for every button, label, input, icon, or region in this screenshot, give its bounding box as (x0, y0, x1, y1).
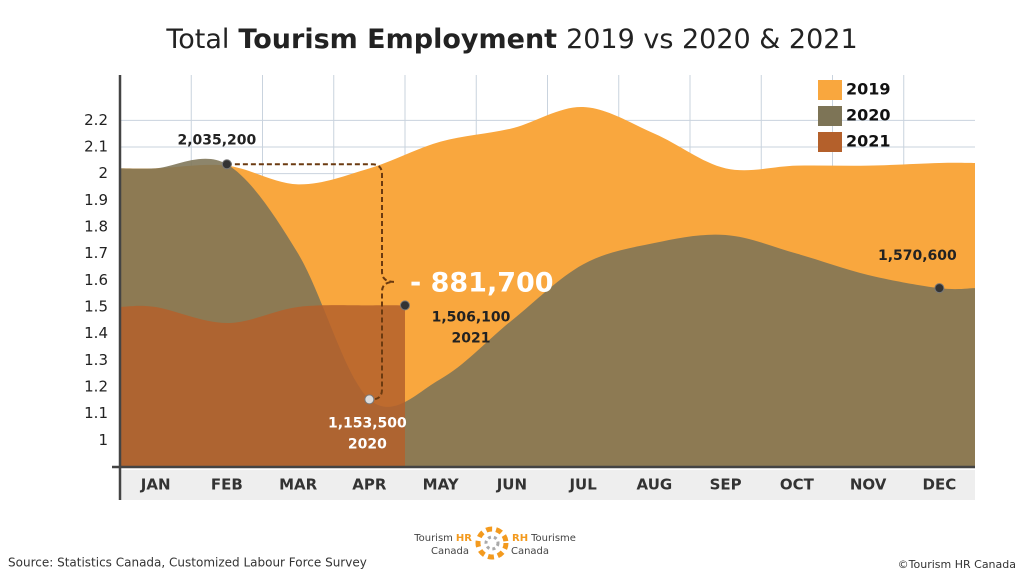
y-tick-label: 1.4 (84, 324, 108, 342)
x-tick-label: JUL (568, 476, 597, 494)
annotation: - 881,700 (410, 267, 554, 298)
y-tick-label: 1.8 (84, 218, 108, 236)
x-tick-label: FEB (211, 476, 243, 494)
y-tick-label: 1.7 (84, 244, 108, 262)
logo: Tourism HR Canada RH Tourisme Canada (413, 526, 576, 560)
data-label: 1,506,100 (432, 309, 511, 325)
chart-title: Total Tourism Employment 2019 vs 2020 & 20… (165, 24, 857, 55)
data-label-series: 2020 (348, 436, 387, 452)
x-tick-label: SEP (710, 476, 742, 494)
data-label: 1,153,500 (328, 415, 407, 431)
data-label: 2,035,200 (177, 132, 256, 148)
legend-swatch (818, 106, 842, 126)
legend-swatch (818, 132, 842, 152)
area (120, 305, 405, 467)
logo-mark (475, 526, 509, 560)
difference-bracket (226, 163, 395, 401)
title-bold: Tourism Employment (238, 24, 557, 55)
logo-text: Tourisme (530, 533, 576, 544)
source: Source: Statistics Canada, Customized La… (8, 556, 367, 570)
copyright: ©Tourism HR Canada (898, 558, 1016, 571)
data-point (934, 283, 945, 294)
y-tick-label: 1.5 (84, 298, 108, 316)
x-axis-band (120, 470, 975, 500)
title-suffix: 2019 vs 2020 & 2021 (566, 24, 858, 55)
title-prefix: Total (165, 24, 229, 55)
logo-text: RH (512, 533, 528, 544)
logo-mark (484, 535, 500, 551)
data-point (364, 394, 375, 405)
y-tick-label: 1.2 (84, 378, 108, 396)
logo-text: RH Tourisme (512, 533, 576, 544)
logo-text: Tourism HR (413, 533, 472, 544)
y-tick-label: 2.1 (84, 138, 108, 156)
y-tick-label: 1 (98, 431, 108, 449)
y-tick-label: 1.6 (84, 271, 108, 289)
y-tick-label: 2.2 (84, 111, 108, 129)
y-tick-label: 1.9 (84, 191, 108, 209)
data-point (400, 300, 410, 311)
data-label-series: 2021 (452, 330, 491, 346)
legend-label: 2020 (846, 106, 891, 125)
data-label: 1,570,600 (878, 248, 957, 264)
x-tick-label: JAN (140, 476, 171, 494)
x-tick-label: DEC (923, 476, 957, 494)
logo-text: Canada (511, 546, 549, 557)
y-tick-label: 1.1 (84, 404, 108, 422)
x-tick-label: MAR (279, 476, 318, 494)
x-tick-label: JUN (496, 476, 527, 494)
legend-label: 2021 (846, 132, 891, 151)
x-tick-label: AUG (637, 476, 673, 494)
x-tick-label: APR (352, 476, 387, 494)
logo-text: Tourism (413, 533, 453, 544)
y-tick-label: 1.3 (84, 351, 108, 369)
logo-text: HR (456, 533, 472, 544)
y-tick-label: 2 (98, 164, 108, 182)
x-tick-label: OCT (780, 476, 815, 494)
legend-swatch (818, 80, 842, 100)
x-tick-label: MAY (423, 476, 460, 494)
logo-text: Canada (431, 546, 469, 557)
data-point (221, 159, 232, 170)
x-tick-label: NOV (850, 476, 887, 494)
legend-label: 2019 (846, 80, 891, 99)
